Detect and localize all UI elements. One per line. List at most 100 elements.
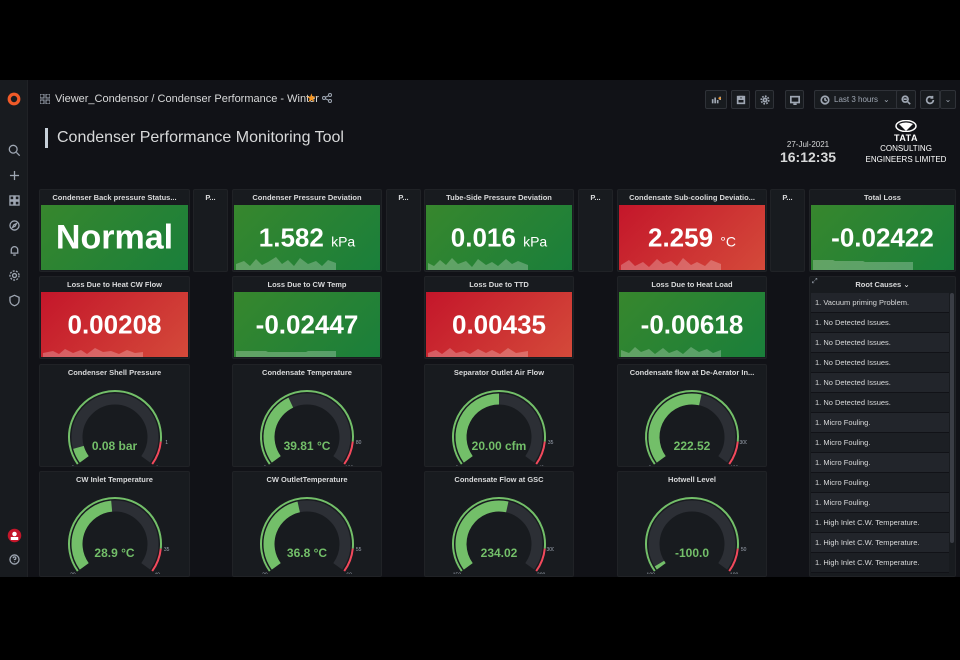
gauge-panel[interactable]: CW OutletTemperature 20 55 60 36.8 °C <box>232 471 382 577</box>
share-icon[interactable] <box>322 93 332 103</box>
panel-menu-icon[interactable]: ⤢ <box>812 278 818 285</box>
sparkline <box>621 258 721 270</box>
gauge-panel[interactable]: CW Inlet Temperature 20 35 40 28.9 °C <box>39 471 190 577</box>
root-cause-item: 1. No Detected Issues. <box>811 393 949 413</box>
collapsed-panel[interactable]: P... <box>193 189 228 272</box>
stat-panel-tube-side-pressure-deviation[interactable]: Tube-Side Pressure Deviation 0.016 kPa <box>424 189 574 272</box>
gauge-body: 0 35 40 20.00 cfm <box>425 381 573 466</box>
chevron-down-icon: ⌄ <box>883 95 890 104</box>
gauge-body: 0 300 400 222.52 <box>618 381 766 466</box>
gauge-panel[interactable]: Condensate flow at De-Aerator In... 0 300 4… <box>617 364 767 467</box>
bell-icon[interactable] <box>5 241 23 259</box>
gauge-arc: -100 50 100 <box>645 497 747 574</box>
stat-panel-condenser-pressure-deviation[interactable]: Condenser Pressure Deviation 1.582 kPa <box>232 189 382 272</box>
grafana-app: Viewer_Condensor / Condenser Performance… <box>0 80 960 577</box>
root-cause-item: 1. No Detected Issues. <box>811 333 949 353</box>
root-cause-item: 1. No Detected Issues. <box>811 373 949 393</box>
explore-icon[interactable] <box>5 216 23 234</box>
stat-value: 0.00208 <box>67 309 162 339</box>
dashboard-settings-button[interactable] <box>755 90 774 109</box>
add-panel-button[interactable] <box>705 90 727 109</box>
gauge-body: 20 55 60 36.8 °C <box>233 488 381 576</box>
refresh-button[interactable] <box>920 90 940 109</box>
help-icon[interactable] <box>5 550 23 568</box>
refresh-interval-dropdown[interactable]: ⌄ <box>940 90 956 109</box>
panel-title: Loss Due to Heat Load <box>651 280 733 289</box>
clock-time: 16:12:35 <box>779 149 837 165</box>
gauge-panel[interactable]: Condensate Temperature 0 80 100 39.81 °C <box>232 364 382 467</box>
time-picker-button[interactable]: Last 3 hours ⌄ <box>814 90 900 109</box>
root-cause-item: 1. No Detected Issues. <box>811 313 949 333</box>
root-cause-item: 1. Micro Fouling. <box>811 453 949 473</box>
shield-icon[interactable] <box>5 291 23 309</box>
stat-panel-loss-heat-cw-flow[interactable]: Loss Due to Heat CW Flow 0.00208 <box>39 276 190 359</box>
monitor-icon <box>789 95 800 105</box>
stat-panel-loss-cw-temp[interactable]: Loss Due to CW Temp -0.02447 <box>232 276 382 359</box>
gauge-max-label: 100 <box>730 573 739 574</box>
stat-background: -0.00618 <box>619 292 765 357</box>
stat-background: 0.00435 <box>426 292 572 357</box>
stat-panel-loss-heat-load[interactable]: Loss Due to Heat Load -0.00618 <box>617 276 767 359</box>
gauge-min-label: 20 <box>70 573 76 574</box>
gauge-min-label: 0 <box>649 466 652 467</box>
gear-icon[interactable] <box>5 266 23 284</box>
gauge-max-label: 300 <box>537 573 546 574</box>
logo-line-2: ENGINEERS LIMITED <box>865 155 947 164</box>
gauge-panel[interactable]: Condensate Flow at GSC 150 300 300 234.02 <box>424 471 574 577</box>
stat-value: Normal <box>55 218 174 256</box>
gauge-max-label: 40 <box>538 466 544 467</box>
tv-mode-button[interactable] <box>785 90 804 109</box>
save-dashboard-button[interactable] <box>731 90 750 109</box>
avatar[interactable] <box>5 526 23 544</box>
zoom-out-button[interactable] <box>896 90 916 109</box>
stat-value: -0.02422 <box>831 222 934 252</box>
sparkline <box>428 258 528 270</box>
panel-title: Condenser Pressure Deviation <box>252 193 362 202</box>
stat-panel-back-pressure[interactable]: Condenser Back pressure Status... Normal <box>39 189 190 272</box>
panel-title: Tube-Side Pressure Deviation <box>446 193 552 202</box>
gauge-threshold-label: 35 <box>163 547 169 553</box>
gauge-panel[interactable]: Separator Outlet Air Flow 0 35 40 20.00 cfm <box>424 364 574 467</box>
clock-icon <box>820 94 830 105</box>
search-icon[interactable] <box>5 141 23 159</box>
gauge-max-label: 60 <box>346 573 352 574</box>
root-causes-header[interactable]: Root Causes ⌄ <box>855 280 910 289</box>
root-cause-item: 1. Micro Fouling. <box>811 473 949 493</box>
stat-panel-total-loss[interactable]: Total Loss -0.02422 <box>809 189 956 272</box>
root-cause-item: 1. No Detected Issues. <box>811 353 949 373</box>
collapsed-panel[interactable]: P... <box>770 189 805 272</box>
stat-value: 0.016 kPa <box>450 222 548 252</box>
gauge-arc: 0 35 40 <box>452 390 554 467</box>
panel-title: Condenser Back pressure Status... <box>52 193 177 202</box>
plus-icon[interactable] <box>5 166 23 184</box>
gauge-threshold-label: 55 <box>356 547 362 553</box>
dashboards-grid-icon <box>40 94 50 104</box>
stat-background: -0.02447 <box>234 292 380 357</box>
collapsed-panel[interactable]: P... <box>386 189 421 272</box>
add-panel-icon <box>711 96 721 103</box>
gauge-threshold-label: 300 <box>547 547 554 553</box>
breadcrumb[interactable]: Viewer_Condensor / Condenser Performance… <box>55 93 319 105</box>
gauge-panel[interactable]: Condenser Shell Pressure 0 1 1 0.08 bar <box>39 364 190 467</box>
stat-panel-loss-ttd[interactable]: Loss Due to TTD 0.00435 <box>424 276 574 359</box>
stat-value: -0.02447 <box>255 309 359 339</box>
panel-title: Condensate flow at De-Aerator In... <box>629 368 755 377</box>
sparkline <box>621 347 721 357</box>
star-icon[interactable]: ★ <box>306 91 317 105</box>
root-cause-item: 1. Micro Fouling. <box>811 493 949 513</box>
dashboards-icon[interactable] <box>5 191 23 209</box>
panel-title: Hotwell Level <box>668 475 716 484</box>
zoom-out-icon <box>901 94 911 105</box>
collapsed-panel[interactable]: P... <box>578 189 613 272</box>
panel-title: CW Inlet Temperature <box>76 475 153 484</box>
gauge-max-label: 40 <box>154 573 160 574</box>
stat-value: 1.582 kPa <box>258 222 356 252</box>
scrollbar[interactable] <box>950 293 954 543</box>
stat-panel-subcooling-deviation[interactable]: Condensate Sub-cooling Deviatio... 2.259… <box>617 189 767 272</box>
panel-title: Separator Outlet Air Flow <box>453 368 545 377</box>
gauge-value: 20.00 cfm <box>471 439 527 453</box>
grafana-logo-icon[interactable] <box>5 90 23 108</box>
gauge-body: 20 35 40 28.9 °C <box>40 488 189 576</box>
sparkline <box>236 257 336 270</box>
gauge-panel[interactable]: Hotwell Level -100 50 100 -100.0 <box>617 471 767 577</box>
